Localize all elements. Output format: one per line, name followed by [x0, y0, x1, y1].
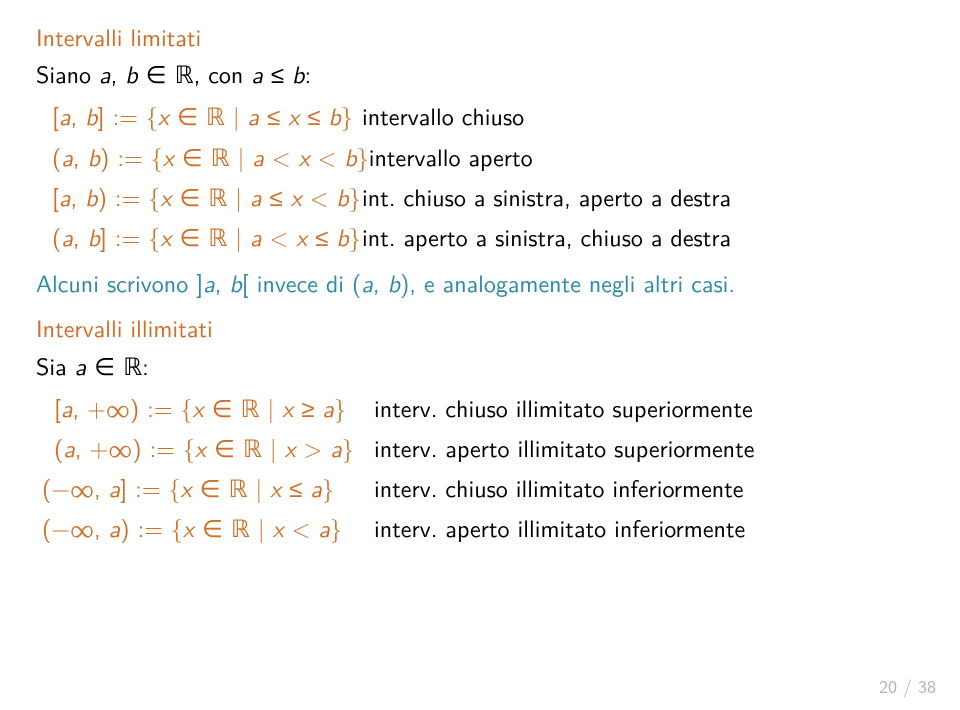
note-mid: invece di — [249, 265, 352, 300]
def-lim-0-lhs: [a, b] := {x ∈ ℝ | a ≤ x ≤ b} — [36, 97, 362, 137]
note-post: , e analogamente negli altri casi. — [409, 265, 735, 300]
premise2-math: a ∈ ℝ — [75, 348, 142, 383]
def-unl-1-lhs: (a, +∞) := {x ∈ ℝ | x > a} — [36, 429, 374, 469]
def-lim-3-rhs: int. aperto a sinistra, chiuso a destra — [362, 218, 924, 255]
section1-title: Intervalli limitati — [36, 18, 924, 55]
note-m1: ]a, b[ — [196, 265, 249, 300]
page-number: 20 / 38 — [879, 672, 936, 700]
section2-premise: Sia a ∈ ℝ: — [36, 347, 924, 387]
def-unl-3-lhs: (−∞, a) := {x ∈ ℝ | x < a} — [36, 509, 374, 549]
note-pre: Alcuni scrivono — [36, 265, 196, 300]
def-unl-1-rhs: interv. aperto illimitato superiormente — [374, 429, 924, 466]
premise1-mid: , con — [194, 56, 252, 91]
premise1-cond: a ≤ b — [251, 56, 304, 91]
def-lim-3-lhs: (a, b] := {x ∈ ℝ | a < x ≤ b} — [36, 218, 362, 258]
premise2-post: : — [142, 348, 149, 383]
note-line: Alcuni scrivono ]a, b[ invece di (a, b),… — [36, 264, 924, 301]
def-unl-0-rhs: interv. chiuso illimitato superiormente — [374, 389, 924, 426]
premise1-math: a, b ∈ ℝ — [99, 56, 194, 91]
def-unl-3-rhs: interv. aperto illimitato inferiormente — [374, 509, 924, 546]
section2-title: Intervalli illimitati — [36, 309, 924, 346]
def-lim-2-lhs: [a, b) := {x ∈ ℝ | a ≤ x < b} — [36, 178, 362, 218]
section1-premise: Siano a, b ∈ ℝ, con a ≤ b: — [36, 55, 924, 95]
def-lim-1-lhs: (a, b) := {x ∈ ℝ | a < x < b} — [36, 138, 369, 178]
premise2-pre: Sia — [36, 348, 75, 383]
def-lim-0-rhs: intervallo chiuso — [362, 97, 924, 134]
def-unl-2-lhs: (−∞, a] := {x ∈ ℝ | x ≤ a} — [36, 469, 374, 509]
note-m2: (a, b) — [352, 265, 409, 300]
def-unl-2-rhs: interv. chiuso illimitato inferiormente — [374, 469, 924, 506]
def-lim-2-rhs: int. chiuso a sinistra, aperto a destra — [362, 178, 924, 215]
def-unl-0-lhs: [a, +∞) := {x ∈ ℝ | x ≥ a} — [36, 389, 374, 429]
def-lim-1-rhs: intervallo aperto — [369, 138, 924, 175]
premise1-post: : — [304, 56, 311, 91]
premise1-pre: Siano — [36, 56, 99, 91]
